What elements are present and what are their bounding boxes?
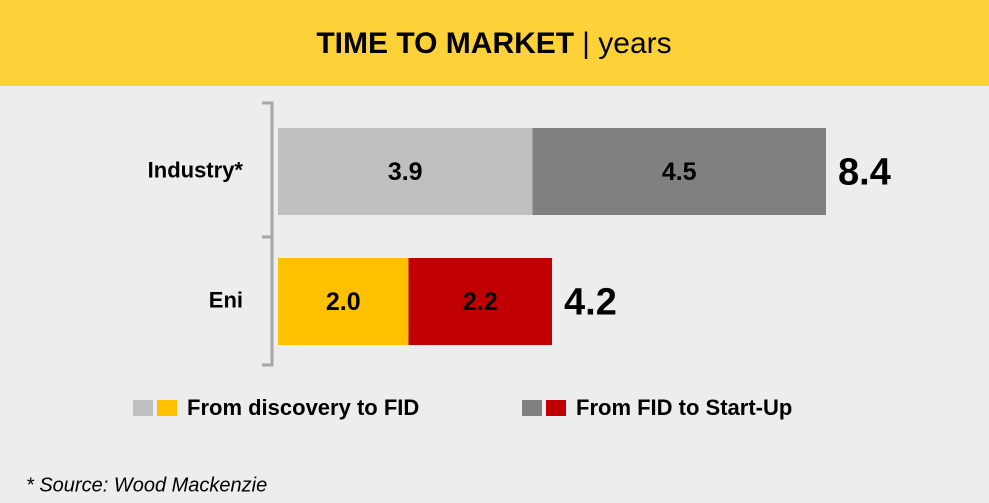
title-band	[0, 0, 989, 86]
bar-segment	[532, 128, 826, 215]
category-label: Industry*	[148, 157, 244, 182]
total-label: 4.2	[564, 282, 617, 324]
value-label: 3.9	[388, 158, 423, 186]
value-label: 2.2	[463, 288, 498, 316]
chart-title: TIME TO MARKET | years	[316, 27, 671, 60]
title-main: TIME TO MARKET	[316, 27, 574, 60]
legend-swatch	[133, 400, 153, 416]
total-label: 8.4	[838, 152, 891, 194]
bar-segment	[278, 128, 533, 215]
category-label: Eni	[209, 287, 243, 312]
legend-swatch	[522, 400, 542, 416]
value-label: 4.5	[662, 158, 697, 186]
bar-segment	[408, 258, 552, 345]
value-label: 2.0	[326, 288, 361, 316]
title-unit: | years	[582, 27, 672, 60]
bracket	[262, 101, 274, 367]
legend-swatch	[157, 400, 177, 416]
bar-segment	[278, 258, 409, 345]
legend-label: From FID to Start-Up	[576, 395, 792, 420]
footnote: * Source: Wood Mackenzie	[26, 474, 267, 496]
legend-label: From discovery to FID	[187, 395, 419, 420]
legend-swatch	[546, 400, 566, 416]
